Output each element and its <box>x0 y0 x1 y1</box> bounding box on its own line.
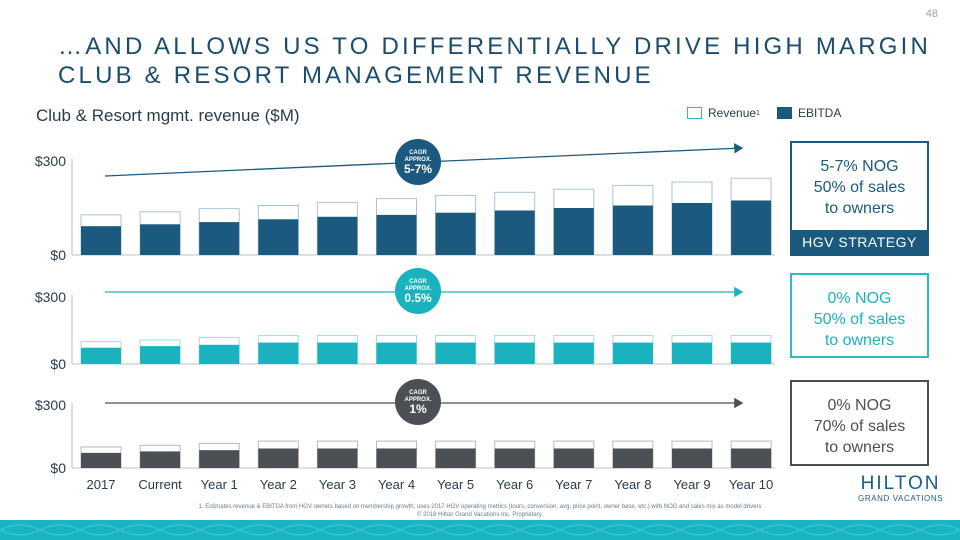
scenario-2-line-2: 50% of sales <box>813 311 906 328</box>
y-tick-label-max-2: $300 <box>35 289 66 305</box>
ebitda-bar-3-5 <box>317 448 358 468</box>
ebitda-bar-3-1 <box>81 452 121 468</box>
ebitda-bar-1-9 <box>553 208 594 255</box>
ebitda-bar-3-4 <box>258 448 299 468</box>
cagr-badge-2 <box>395 268 441 314</box>
footnote-line-1: 1. Estimates revenue & EBITDA from HGV o… <box>198 504 762 510</box>
ebitda-bar-1-8 <box>494 210 535 255</box>
legend-revenue-swatch <box>687 107 702 119</box>
chart-subtitle: Club & Resort mgmt. revenue ($M) <box>36 106 300 125</box>
legend-ebitda: EBITDA <box>777 106 841 120</box>
ebitda-bar-3-10 <box>612 448 653 468</box>
ebitda-bar-2-7 <box>435 342 476 364</box>
x-tick-label-7: Year 5 <box>437 477 474 492</box>
x-tick-label-6: Year 4 <box>378 477 415 492</box>
y-tick-label-max-3: $300 <box>35 397 66 413</box>
y-tick-label-min-2: $0 <box>50 356 66 372</box>
x-tick-label-8: Year 6 <box>496 477 533 492</box>
cagr-badge-3 <box>395 379 441 425</box>
ebitda-bar-3-3 <box>199 450 240 468</box>
brand-line-2: GRAND VACATIONS <box>858 494 944 503</box>
x-tick-label-11: Year 9 <box>673 477 710 492</box>
scenario-box-hgv-strategy: 5-7% NOG 50% of sales to owners HGV STRA… <box>790 141 929 256</box>
legend-revenue-footnote-mark: 1 <box>756 109 760 117</box>
ebitda-bar-1-6 <box>376 214 417 255</box>
brand-line-1: HILTON <box>860 473 941 494</box>
ebitda-bar-2-3 <box>199 344 240 364</box>
cagr-value-1: 5-7% <box>404 162 432 176</box>
ebitda-bar-3-12 <box>731 448 772 468</box>
x-tick-label-2: Current <box>138 477 182 492</box>
scenario-box-3: 0% NOG 70% of sales to owners <box>790 380 929 466</box>
y-tick-label-min-3: $0 <box>50 460 66 476</box>
ebitda-bar-2-12 <box>731 342 772 364</box>
decorative-band <box>0 520 960 540</box>
scenario-3-line-3: to owners <box>824 439 895 456</box>
ebitda-bar-3-6 <box>376 448 417 468</box>
cagr-label-line-2-1: APPROX. <box>404 157 431 163</box>
legend-revenue-label: Revenue <box>708 106 757 120</box>
hilton-logo: HILTON GRAND VACATIONS <box>858 473 943 503</box>
ebitda-bar-3-7 <box>435 448 476 468</box>
cagr-value-3: 1% <box>409 402 427 416</box>
ebitda-bar-3-9 <box>553 448 594 468</box>
scenario-box-2: 0% NOG 50% of sales to owners <box>790 273 929 358</box>
x-tick-label-4: Year 2 <box>260 477 297 492</box>
ebitda-bar-2-8 <box>494 342 535 364</box>
ebitda-bar-1-11 <box>672 202 712 255</box>
scenario-1-line-2: 50% of sales <box>813 179 906 196</box>
ebitda-bar-1-12 <box>731 200 772 255</box>
cagr-label-line-1-2: CAGR <box>409 279 427 285</box>
ebitda-bar-1-1 <box>81 226 121 255</box>
scenario-1-line-3: to owners <box>824 200 895 217</box>
x-tick-label-1: 2017 <box>87 477 116 492</box>
cagr-badge-1 <box>395 139 441 185</box>
x-tick-label-10: Year 8 <box>614 477 651 492</box>
ebitda-bar-1-4 <box>258 219 299 255</box>
ebitda-bar-2-4 <box>258 342 299 364</box>
ebitda-bar-2-10 <box>612 342 653 364</box>
slide-title-line-2: CLUB & RESORT MANAGEMENT REVENUE <box>58 62 654 89</box>
ebitda-bar-1-3 <box>199 222 240 255</box>
ebitda-bar-2-9 <box>553 342 594 364</box>
legend-revenue: Revenue 1 <box>687 106 760 120</box>
ebitda-bar-3-11 <box>672 448 712 468</box>
x-tick-label-9: Year 7 <box>555 477 592 492</box>
ebitda-bar-1-7 <box>435 212 476 255</box>
x-tick-label-5: Year 3 <box>319 477 356 492</box>
scenario-2-line-3: to owners <box>824 332 895 349</box>
y-tick-label-max-1: $300 <box>35 153 66 169</box>
scenario-2-line-1: 0% NOG <box>827 290 892 307</box>
scenario-3-line-2: 70% of sales <box>813 418 906 435</box>
slide-title-line-1: …AND ALLOWS US TO DIFFERENTIALLY DRIVE H… <box>58 33 932 60</box>
ebitda-bar-3-8 <box>494 448 535 468</box>
cagr-label-line-2-2: APPROX. <box>404 286 431 292</box>
scenario-3-line-1: 0% NOG <box>827 397 892 414</box>
cagr-label-line-1-1: CAGR <box>409 150 427 156</box>
x-tick-label-12: Year 10 <box>729 477 773 492</box>
ebitda-bar-2-11 <box>672 342 712 364</box>
ebitda-bar-2-2 <box>140 346 181 364</box>
cagr-value-2: 0.5% <box>404 291 432 305</box>
ebitda-bar-3-2 <box>140 451 181 468</box>
footnote: 1. Estimates revenue & EBITDA from HGV o… <box>120 503 840 519</box>
cagr-label-line-2-3: APPROX. <box>404 397 431 403</box>
ebitda-bar-2-1 <box>81 347 121 364</box>
ebitda-bar-1-2 <box>140 224 181 255</box>
scenario-1-line-1: 5-7% NOG <box>820 158 899 175</box>
ebitda-bar-1-10 <box>612 205 653 255</box>
hgv-strategy-label: HGV STRATEGY <box>792 230 927 254</box>
cagr-label-line-1-3: CAGR <box>409 390 427 396</box>
x-tick-label-3: Year 1 <box>201 477 238 492</box>
footnote-line-2: © 2018 Hilton Grand Vacations Inc. Propr… <box>417 512 543 518</box>
y-tick-label-min-1: $0 <box>50 247 66 263</box>
ebitda-bar-2-6 <box>376 342 417 364</box>
ebitda-bar-1-5 <box>317 216 358 255</box>
page-number: 48 <box>925 8 938 20</box>
legend-ebitda-swatch <box>777 107 792 119</box>
legend-ebitda-label: EBITDA <box>798 106 842 120</box>
ebitda-bar-2-5 <box>317 342 358 364</box>
